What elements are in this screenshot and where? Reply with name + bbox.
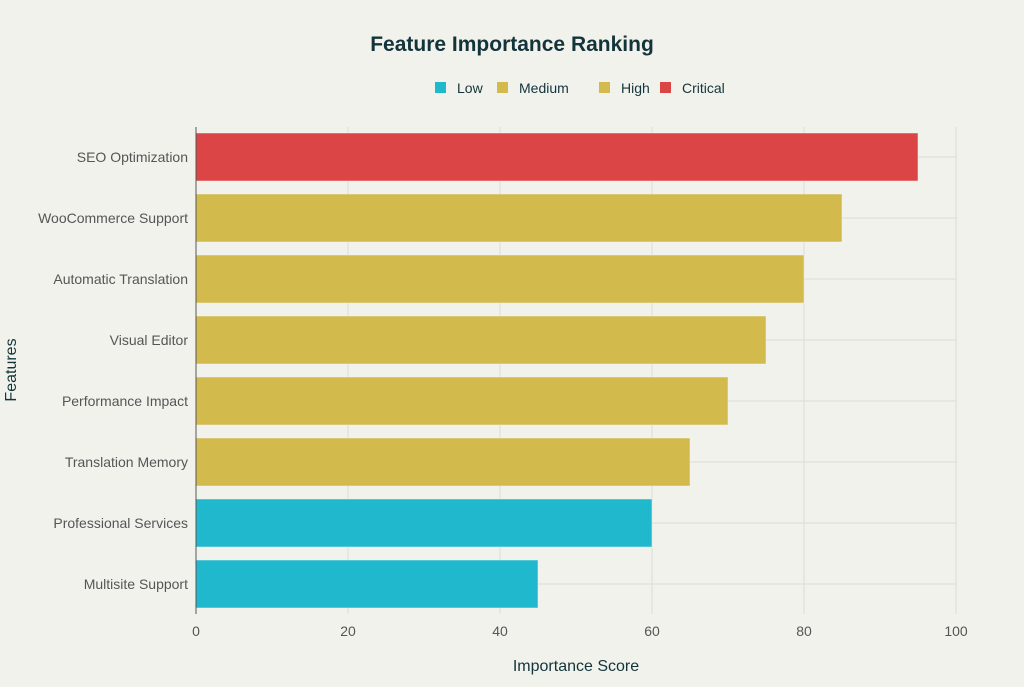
legend-label: High: [621, 80, 650, 96]
bar: [195, 437, 691, 487]
legend-swatch: [660, 82, 671, 93]
x-tick-label: 80: [796, 623, 812, 639]
y-axis-label: Features: [3, 338, 20, 401]
x-tick-label: 20: [340, 623, 356, 639]
legend-label: Medium: [519, 80, 569, 96]
y-tick-label: Automatic Translation: [53, 271, 188, 287]
bars: [195, 132, 919, 609]
bar: [195, 132, 919, 182]
y-tick-label: Multisite Support: [84, 576, 188, 592]
y-tick-label: Professional Services: [53, 515, 188, 531]
bar: [195, 559, 539, 609]
y-tick-label: WooCommerce Support: [38, 210, 188, 226]
y-tick-label: Performance Impact: [62, 393, 188, 409]
bar: [195, 193, 843, 243]
legend-label: Low: [457, 80, 484, 96]
x-axis-label: Importance Score: [513, 658, 639, 675]
bar: [195, 315, 767, 365]
bar: [195, 254, 805, 304]
bar: [195, 498, 653, 548]
y-tick-labels: SEO Optimization WooCommerce Support Autom…: [38, 149, 188, 592]
legend-swatch: [599, 82, 610, 93]
bar: [195, 376, 729, 426]
y-tick-label: Visual Editor: [110, 332, 189, 348]
x-tick-labels: 0 20 40 60 80 100: [192, 623, 968, 639]
x-tick-label: 60: [644, 623, 660, 639]
x-tick-label: 100: [944, 623, 968, 639]
x-tick-label: 40: [492, 623, 508, 639]
y-tick-label: Translation Memory: [65, 454, 188, 470]
legend-label: Critical: [682, 80, 725, 96]
legend-swatch: [497, 82, 508, 93]
legend-swatch: [435, 82, 446, 93]
y-tick-label: SEO Optimization: [77, 149, 188, 165]
chart-title: Feature Importance Ranking: [370, 33, 654, 56]
legend: Low Medium High Critical: [435, 80, 725, 96]
x-tick-label: 0: [192, 623, 200, 639]
